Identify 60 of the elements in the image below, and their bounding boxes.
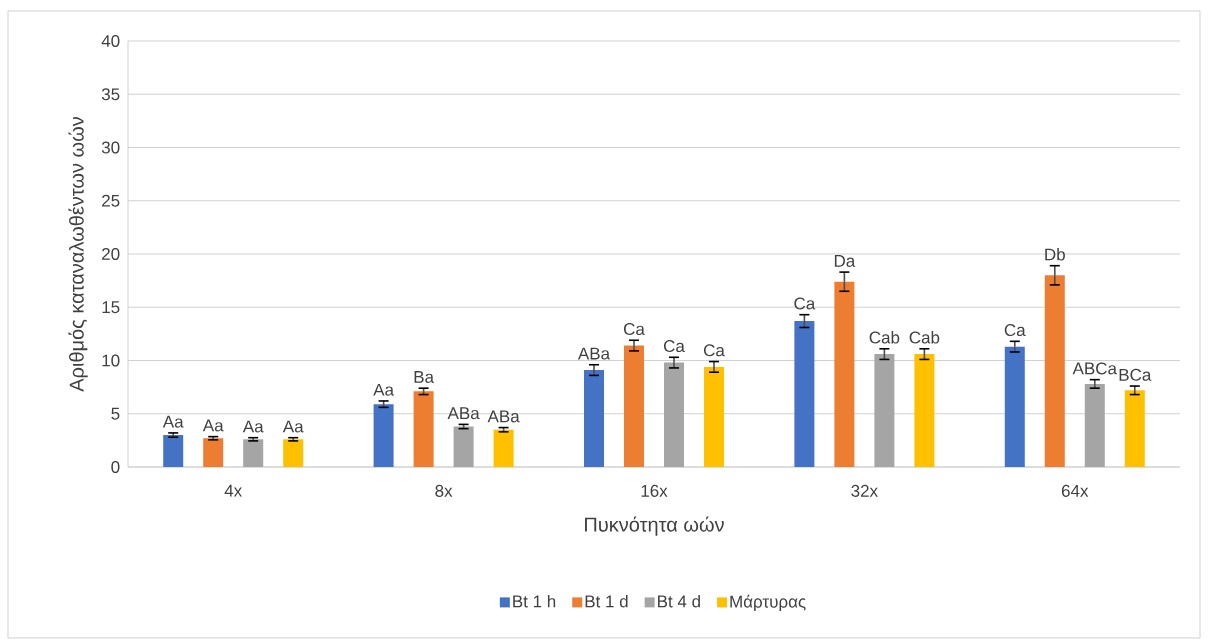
bar	[794, 321, 815, 467]
data-label: Ca	[663, 340, 685, 353]
legend-label: Μάρτυρας	[730, 594, 806, 612]
data-label: Cab	[869, 331, 900, 344]
y-tick-label: 20	[102, 247, 120, 261]
x-tick-label: 32x	[851, 484, 878, 497]
bar	[413, 391, 434, 467]
x-tick-label: 4x	[224, 484, 242, 497]
data-label: Ca	[623, 323, 645, 336]
data-label: Aa	[373, 383, 394, 396]
bar	[453, 426, 474, 467]
bar	[623, 345, 644, 467]
data-label: Db	[1045, 248, 1065, 261]
bar	[914, 354, 935, 467]
y-tick-label: 25	[102, 194, 120, 207]
data-label: Aa	[202, 419, 224, 432]
y-tick-label: 30	[101, 141, 120, 154]
bar	[1004, 346, 1025, 467]
bar	[1044, 275, 1065, 467]
data-label: ABCa	[1072, 362, 1117, 375]
data-label: ABa	[447, 407, 480, 420]
data-label: Cab	[909, 331, 940, 344]
x-tick-label: 64x	[1061, 484, 1089, 497]
x-tick-label: 16x	[641, 484, 668, 497]
bar	[663, 362, 684, 467]
y-tick-label: 15	[102, 301, 120, 314]
data-label: Aa	[162, 415, 184, 428]
bar	[283, 439, 304, 467]
data-label: Aa	[282, 420, 304, 433]
legend-label: Bt 1 h	[513, 594, 556, 608]
data-label: BCa	[1119, 368, 1152, 381]
bar	[1124, 390, 1145, 467]
bar	[1084, 383, 1105, 467]
data-label: Ba	[414, 371, 434, 383]
data-label: Da	[834, 255, 856, 267]
bar	[203, 438, 224, 467]
y-axis-title: Αριθμός καταναλωθέντων ωών	[68, 116, 88, 392]
bar	[163, 435, 184, 467]
y-tick-label: 5	[111, 407, 120, 420]
data-label: Ca	[794, 297, 816, 310]
data-label: Aa	[242, 420, 264, 433]
data-label: Ca	[703, 344, 725, 357]
y-tick-label: 10	[102, 354, 120, 367]
data-label: Ca	[1004, 324, 1026, 337]
bar	[874, 354, 895, 467]
bar	[834, 281, 855, 467]
x-tick-label: 8x	[435, 484, 453, 497]
bar	[243, 439, 264, 467]
x-axis-title: Πυκνότητα ωών	[585, 516, 724, 536]
y-tick-label: 0	[111, 460, 120, 474]
bar	[493, 429, 514, 467]
legend-label: Bt 1 d	[585, 594, 628, 608]
data-label: ABa	[577, 347, 611, 360]
bar	[583, 370, 604, 467]
bar	[373, 404, 394, 467]
y-tick-label: 40	[101, 34, 120, 48]
bar	[703, 366, 724, 467]
legend-label: Bt 4 d	[658, 594, 700, 608]
data-label: ABa	[487, 410, 520, 423]
y-tick-label: 35	[101, 88, 120, 101]
